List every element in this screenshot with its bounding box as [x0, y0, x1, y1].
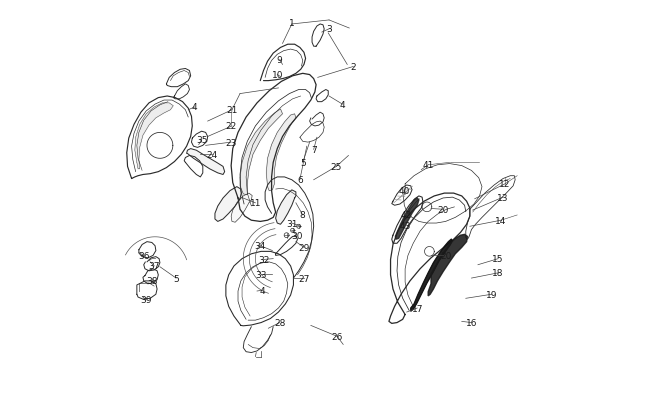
Text: 31: 31 [286, 219, 298, 228]
Text: 33: 33 [255, 270, 266, 279]
Text: 9: 9 [277, 56, 283, 65]
Text: 26: 26 [332, 332, 343, 341]
Text: 28: 28 [274, 318, 285, 327]
Text: 4: 4 [192, 103, 198, 112]
Text: 42: 42 [400, 210, 411, 219]
Text: 14: 14 [495, 216, 507, 225]
Text: 13: 13 [497, 193, 509, 202]
Text: 29: 29 [298, 243, 309, 252]
Polygon shape [266, 115, 296, 191]
Text: 41: 41 [422, 161, 434, 170]
Polygon shape [395, 198, 419, 240]
Text: 8: 8 [300, 211, 306, 220]
Text: 7: 7 [311, 145, 317, 155]
Polygon shape [240, 110, 283, 195]
Text: 30: 30 [291, 231, 302, 240]
Text: 36: 36 [138, 251, 150, 260]
Text: 23: 23 [226, 138, 237, 147]
Text: 10: 10 [272, 71, 283, 80]
Text: 22: 22 [226, 122, 237, 131]
Text: 34: 34 [255, 242, 266, 251]
Text: 2: 2 [350, 63, 356, 72]
Text: 32: 32 [258, 255, 269, 264]
Text: 24: 24 [206, 150, 217, 159]
Text: 43: 43 [400, 222, 411, 230]
Text: 17: 17 [411, 304, 423, 313]
Text: 3: 3 [326, 24, 332, 34]
Polygon shape [135, 104, 174, 169]
Text: 15: 15 [493, 254, 504, 264]
Text: 25: 25 [331, 162, 342, 171]
Text: 35: 35 [196, 135, 207, 145]
Polygon shape [215, 187, 241, 222]
Polygon shape [276, 190, 296, 225]
Text: 6: 6 [297, 175, 303, 184]
Polygon shape [411, 240, 452, 311]
Polygon shape [231, 194, 252, 223]
Text: 37: 37 [148, 262, 160, 271]
Text: 27: 27 [298, 274, 309, 283]
Text: 39: 39 [140, 296, 152, 305]
Text: 4: 4 [259, 286, 265, 295]
Text: 5: 5 [174, 274, 179, 283]
Text: 20: 20 [437, 205, 449, 214]
Text: 21: 21 [226, 106, 238, 115]
Polygon shape [428, 235, 467, 296]
Polygon shape [187, 149, 225, 175]
Text: 18: 18 [493, 269, 504, 277]
Text: 40: 40 [398, 187, 410, 196]
Text: 16: 16 [465, 318, 477, 327]
Text: 11: 11 [250, 199, 261, 208]
Text: 4: 4 [339, 100, 345, 109]
Text: 1: 1 [289, 19, 294, 28]
Text: 38: 38 [146, 277, 157, 286]
Text: 5: 5 [300, 158, 306, 167]
Text: 19: 19 [486, 290, 497, 299]
Text: 12: 12 [499, 180, 511, 189]
Text: 20: 20 [441, 251, 452, 260]
